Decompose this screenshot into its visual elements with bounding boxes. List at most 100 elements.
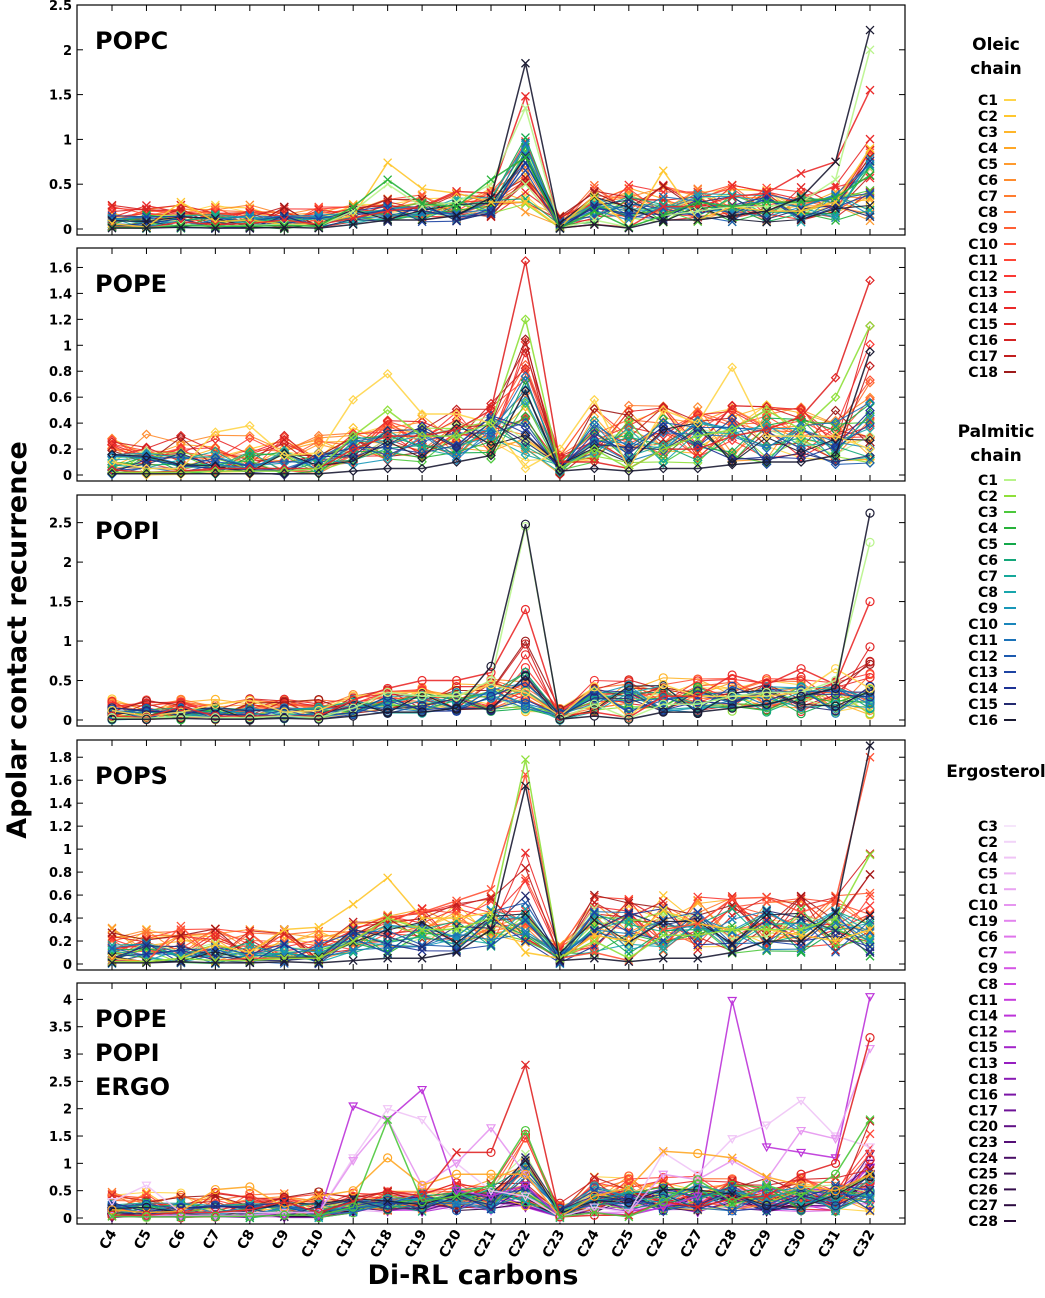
data-point bbox=[279, 222, 289, 232]
data-point bbox=[693, 197, 703, 207]
data-point bbox=[141, 429, 152, 440]
panel-label: POPE bbox=[95, 270, 167, 298]
data-point bbox=[107, 223, 117, 233]
data-point bbox=[520, 411, 531, 422]
data-point bbox=[727, 202, 737, 212]
data-point bbox=[865, 212, 875, 222]
data-point bbox=[658, 166, 668, 176]
data-point bbox=[865, 440, 875, 451]
data-point bbox=[693, 215, 703, 225]
data-point bbox=[417, 199, 427, 209]
data-point bbox=[865, 45, 875, 55]
data-point bbox=[244, 433, 255, 443]
y-tick-label: 1.2 bbox=[49, 820, 72, 835]
y-tick-label: 0.6 bbox=[49, 889, 72, 904]
data-point bbox=[727, 192, 737, 202]
series-palmitic-C16 bbox=[107, 25, 875, 233]
data-point bbox=[865, 134, 875, 144]
y-tick-label: 1 bbox=[63, 635, 72, 650]
series-group bbox=[107, 256, 875, 480]
data-point bbox=[313, 430, 324, 441]
data-point bbox=[520, 207, 530, 217]
data-point bbox=[417, 215, 427, 225]
data-point bbox=[452, 211, 462, 221]
data-point bbox=[624, 192, 634, 202]
data-point bbox=[486, 436, 496, 447]
data-point bbox=[865, 170, 875, 180]
data-point bbox=[623, 432, 634, 442]
data-point bbox=[279, 204, 289, 214]
data-point bbox=[624, 195, 634, 205]
panel-popi: 00.511.522.5 POPI bbox=[49, 494, 906, 729]
data-point bbox=[658, 403, 669, 413]
data-point bbox=[383, 205, 393, 215]
data-point bbox=[727, 401, 738, 411]
data-point bbox=[486, 207, 496, 217]
data-point bbox=[383, 215, 393, 225]
data-point bbox=[107, 207, 117, 217]
data-point bbox=[831, 182, 841, 192]
data-point bbox=[313, 436, 324, 447]
data-point bbox=[865, 143, 875, 153]
data-point bbox=[245, 223, 255, 233]
data-point bbox=[865, 392, 875, 403]
data-point bbox=[762, 206, 772, 216]
data-point bbox=[831, 193, 841, 203]
data-point bbox=[176, 438, 186, 448]
data-point bbox=[796, 452, 806, 462]
y-tick-label: 1 bbox=[63, 133, 72, 148]
data-point bbox=[348, 213, 358, 223]
data-point bbox=[589, 191, 599, 201]
data-point bbox=[314, 221, 324, 231]
data-point bbox=[244, 430, 255, 441]
data-point bbox=[314, 202, 324, 212]
y-tick-label: 1.5 bbox=[49, 1130, 72, 1145]
data-point bbox=[520, 103, 530, 113]
data-point bbox=[210, 434, 221, 444]
data-point bbox=[141, 223, 151, 233]
data-point bbox=[279, 202, 289, 212]
y-tick-label: 0.4 bbox=[49, 417, 72, 432]
y-tick-label: 1.5 bbox=[49, 596, 72, 611]
data-point bbox=[658, 215, 668, 225]
data-point bbox=[210, 446, 221, 457]
y-tick-label: 3.5 bbox=[49, 1021, 72, 1036]
data-point bbox=[865, 156, 875, 166]
data-point bbox=[176, 432, 186, 443]
y-tick-label: 0 bbox=[63, 469, 72, 484]
data-point bbox=[589, 403, 600, 414]
data-point bbox=[796, 193, 806, 203]
data-point bbox=[107, 435, 117, 445]
data-point bbox=[658, 426, 669, 437]
panel-frame bbox=[76, 739, 906, 971]
data-point bbox=[762, 217, 772, 227]
data-point bbox=[452, 202, 462, 212]
data-point bbox=[383, 158, 393, 168]
data-point bbox=[245, 221, 255, 231]
y-tick-label: 2.5 bbox=[49, 1075, 72, 1090]
y-tick-label: 2.5 bbox=[49, 517, 72, 532]
panel-label: POPI bbox=[95, 517, 160, 545]
data-point bbox=[865, 85, 875, 95]
data-point bbox=[865, 173, 875, 183]
data-point bbox=[452, 188, 462, 198]
data-point bbox=[865, 399, 875, 409]
data-point bbox=[796, 182, 806, 192]
y-tick-label: 1 bbox=[63, 1157, 72, 1172]
y-tick-label: 4 bbox=[63, 993, 72, 1008]
y-tick-label: 0 bbox=[63, 958, 72, 973]
data-point bbox=[761, 400, 772, 410]
data-point bbox=[831, 157, 841, 167]
y-tick-label: 0.6 bbox=[49, 391, 72, 406]
data-point bbox=[348, 202, 358, 212]
data-point bbox=[486, 209, 496, 219]
data-point bbox=[520, 334, 531, 345]
data-point bbox=[314, 223, 324, 233]
data-point bbox=[520, 187, 530, 197]
y-tick-label: 1.6 bbox=[49, 774, 72, 789]
data-point bbox=[176, 220, 186, 230]
data-point bbox=[692, 452, 703, 463]
